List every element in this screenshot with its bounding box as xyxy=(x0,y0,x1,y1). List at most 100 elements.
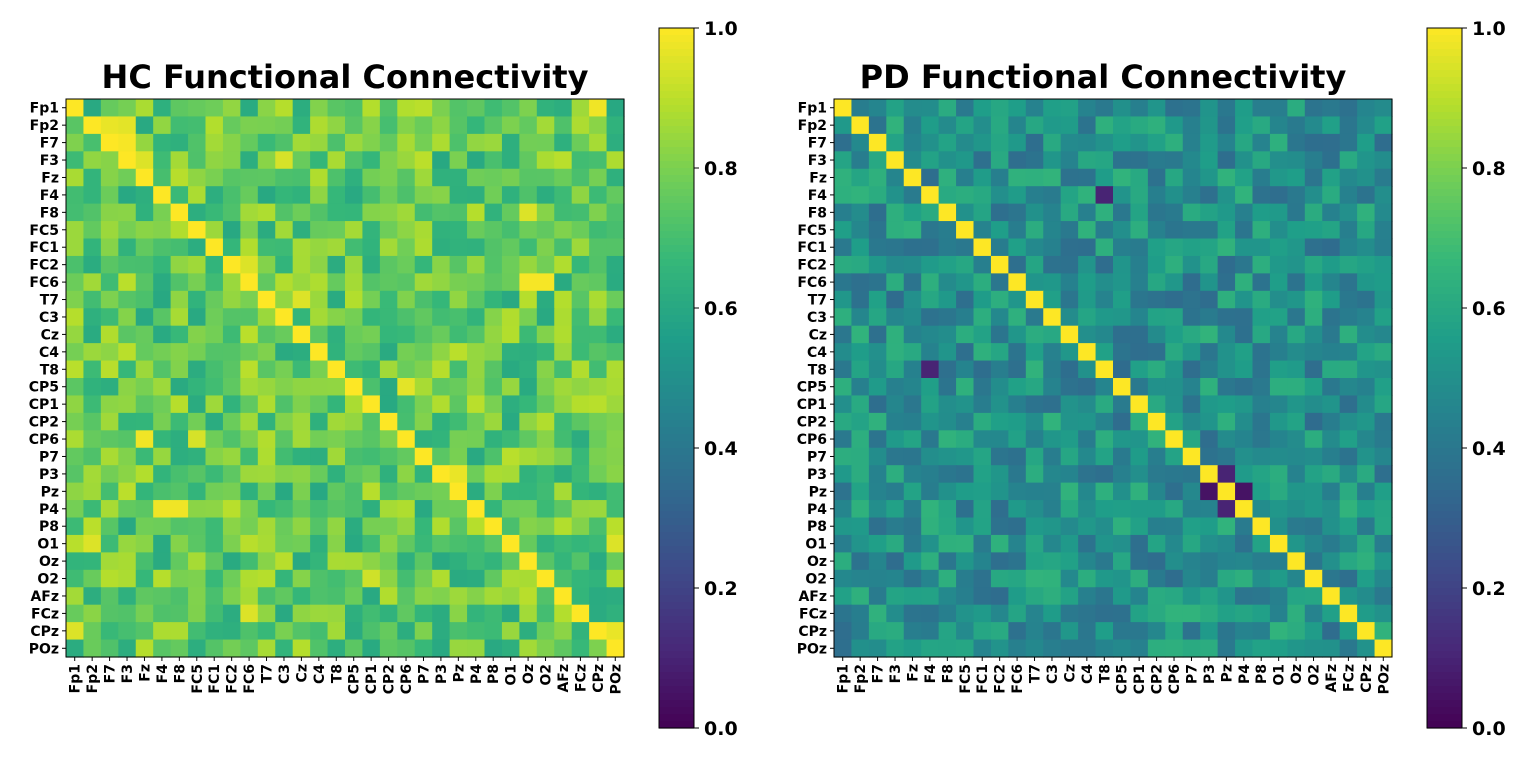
hc-cell xyxy=(589,622,608,641)
pd-x-tick-label: Fp1 xyxy=(836,664,852,693)
pd-cell xyxy=(1008,447,1027,466)
pd-cell xyxy=(1322,308,1341,327)
pd-cell xyxy=(868,133,887,152)
pd-y-tick-label: FC1 xyxy=(797,240,827,256)
pd-colorbar-segment xyxy=(1427,420,1462,428)
pd-cell xyxy=(1078,360,1097,379)
hc-cell xyxy=(449,378,468,397)
pd-cell xyxy=(1182,325,1201,344)
hc-cell xyxy=(432,255,451,274)
hc-colorbar-segment xyxy=(659,357,694,365)
hc-cell xyxy=(414,151,433,170)
hc-cell xyxy=(414,534,433,553)
hc-cell xyxy=(292,465,311,484)
pd-cell xyxy=(834,325,853,344)
hc-cell xyxy=(100,465,119,484)
pd-colorbar-segment xyxy=(1427,399,1462,407)
hc-x-tick-label: P8 xyxy=(486,664,502,684)
pd-cell xyxy=(990,430,1009,449)
hc-cell xyxy=(275,552,294,571)
pd-cell xyxy=(1147,517,1166,536)
pd-cell xyxy=(1008,255,1027,274)
hc-cell xyxy=(205,587,224,606)
pd-cell xyxy=(1078,395,1097,414)
pd-cell xyxy=(973,569,992,588)
hc-cell xyxy=(135,116,154,135)
hc-cell xyxy=(240,482,259,501)
pd-y-tick-label: O2 xyxy=(805,572,827,588)
pd-cell xyxy=(1095,186,1114,205)
hc-cell xyxy=(240,412,259,431)
pd-cell xyxy=(990,604,1009,623)
pd-cell xyxy=(1287,168,1306,187)
hc-x-tick-label: T8 xyxy=(329,664,345,683)
pd-cell xyxy=(1165,99,1184,118)
pd-cell xyxy=(1147,587,1166,606)
hc-cell xyxy=(275,99,294,118)
pd-cell xyxy=(1182,430,1201,449)
hc-cell xyxy=(83,325,102,344)
pd-cell xyxy=(1322,255,1341,274)
pd-cell xyxy=(1025,587,1044,606)
pd-cell xyxy=(1043,482,1062,501)
pd-cell xyxy=(1043,465,1062,484)
hc-cell xyxy=(606,360,625,379)
pd-cell xyxy=(1217,622,1236,641)
hc-cell xyxy=(432,273,451,292)
pd-cell xyxy=(1322,412,1341,431)
hc-cell xyxy=(379,465,398,484)
pd-cell xyxy=(1339,221,1358,240)
hc-cell xyxy=(135,534,154,553)
pd-cell xyxy=(1060,500,1079,519)
pd-cell xyxy=(1322,325,1341,344)
pd-cell xyxy=(1287,622,1306,641)
hc-x-tick-label: C4 xyxy=(312,664,328,684)
pd-cell xyxy=(1304,395,1323,414)
hc-cell xyxy=(205,186,224,205)
pd-cell xyxy=(1060,378,1079,397)
hc-cell xyxy=(397,325,416,344)
hc-cell xyxy=(414,622,433,641)
hc-cell xyxy=(100,273,119,292)
hc-cell xyxy=(606,343,625,362)
pd-cell xyxy=(1165,412,1184,431)
hc-cell xyxy=(536,500,555,519)
pd-cell xyxy=(1357,99,1376,118)
hc-cell xyxy=(292,622,311,641)
hc-cell xyxy=(589,517,608,536)
pd-cell xyxy=(1322,587,1341,606)
hc-cell xyxy=(379,255,398,274)
pd-cell xyxy=(1165,203,1184,222)
pd-cell xyxy=(1200,378,1219,397)
pd-cell xyxy=(1235,412,1254,431)
hc-cell xyxy=(275,622,294,641)
hc-cell xyxy=(397,430,416,449)
hc-colorbar-segment xyxy=(659,434,694,442)
pd-cell xyxy=(1357,238,1376,257)
pd-cell xyxy=(973,430,992,449)
hc-colorbar-tick-label: 0.0 xyxy=(704,718,738,740)
hc-cell xyxy=(275,482,294,501)
hc-cell xyxy=(257,308,276,327)
pd-cell xyxy=(990,517,1009,536)
hc-cell xyxy=(170,186,189,205)
hc-cell xyxy=(467,221,486,240)
pd-cell xyxy=(1008,99,1027,118)
hc-cell xyxy=(310,412,329,431)
pd-cell xyxy=(1060,517,1079,536)
hc-cell xyxy=(310,378,329,397)
pd-cell xyxy=(1060,273,1079,292)
pd-cell xyxy=(1043,587,1062,606)
hc-cell xyxy=(153,482,172,501)
pd-cell xyxy=(1113,186,1132,205)
pd-cell xyxy=(834,116,853,135)
hc-colorbar-segment xyxy=(659,714,694,722)
pd-cell xyxy=(1060,168,1079,187)
hc-cell xyxy=(606,587,625,606)
hc-cell xyxy=(536,308,555,327)
hc-cell xyxy=(397,447,416,466)
pd-cell xyxy=(1235,255,1254,274)
pd-cell xyxy=(1008,116,1027,135)
hc-cell xyxy=(135,273,154,292)
hc-colorbar-segment xyxy=(659,609,694,617)
